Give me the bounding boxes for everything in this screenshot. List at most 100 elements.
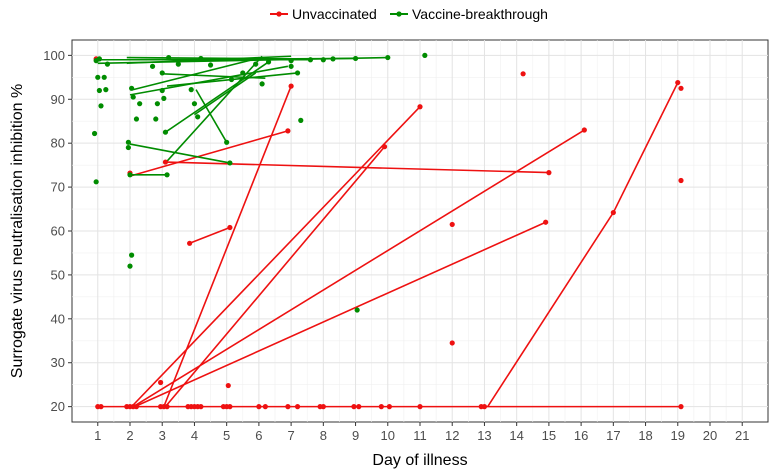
y-tick-label: 50 [51, 267, 65, 282]
legend-item-vaccine-breakthrough: Vaccine-breakthrough [390, 6, 548, 22]
vaccine-breakthrough-point [154, 101, 160, 107]
x-tick-label: 11 [413, 428, 427, 443]
vaccine-breakthrough-point [103, 87, 109, 93]
x-tick-label: 1 [94, 428, 101, 443]
unvaccinated-point [285, 404, 291, 410]
x-tick-label: 19 [671, 428, 685, 443]
y-tick-label: 90 [51, 92, 65, 107]
unvaccinated-point [351, 404, 357, 410]
vaccine-breakthrough-point [149, 63, 156, 69]
vaccine-breakthrough-point [104, 61, 111, 67]
y-tick-label: 30 [51, 355, 65, 370]
vaccine-breakthrough-point [307, 57, 314, 63]
unvaccinated-point [386, 404, 392, 410]
x-tick-label: 7 [287, 428, 294, 443]
vaccine-breakthrough-point [298, 117, 304, 123]
unvaccinated-point [164, 404, 170, 410]
vaccine-breakthrough-point [175, 61, 181, 67]
unvaccinated-point [581, 127, 587, 133]
x-tick-label: 2 [126, 428, 133, 443]
x-tick-label: 18 [638, 428, 652, 443]
unvaccinated-point [449, 221, 455, 228]
unvaccinated-line [131, 106, 421, 408]
unvaccinated-point [610, 209, 616, 216]
unvaccinated-point [225, 382, 231, 389]
unvaccinated-point [417, 104, 423, 110]
vaccine-breakthrough-point [96, 87, 102, 94]
unvaccinated-point [678, 85, 684, 91]
vaccine-breakthrough-point [153, 116, 159, 122]
unvaccinated-point [378, 404, 384, 410]
vaccine-breakthrough-point [188, 87, 194, 93]
vaccine-breakthrough-point [224, 139, 230, 145]
vaccine-breakthrough-point [129, 252, 135, 258]
vaccine-breakthrough-line [133, 58, 256, 91]
vaccine-breakthrough-point [101, 74, 107, 80]
x-tick-label: 20 [703, 428, 717, 443]
unvaccinated-point [417, 404, 423, 410]
vaccine-breakthrough-point [253, 61, 259, 67]
x-tick-label: 6 [255, 428, 262, 443]
y-tick-label: 60 [51, 224, 65, 239]
unvaccinated-point [381, 144, 388, 150]
vaccine-breakthrough-line [164, 61, 270, 133]
vaccine-breakthrough-point [191, 101, 198, 107]
vaccine-breakthrough-line [129, 143, 231, 164]
y-tick-label: 40 [51, 311, 65, 326]
vaccine-breakthrough-point [127, 172, 133, 178]
vaccine-breakthrough-point [162, 129, 169, 135]
vaccine-breakthrough-point [159, 70, 165, 76]
vaccine-breakthrough-point [127, 263, 133, 269]
vaccine-breakthrough-point [161, 95, 167, 101]
vaccine-breakthrough-point [129, 85, 135, 91]
vaccine-breakthrough-point [320, 57, 326, 63]
vaccine-breakthrough-line [164, 55, 263, 164]
vaccine-breakthrough-point [164, 172, 170, 178]
x-tick-label: 8 [320, 428, 327, 443]
x-tick-label: 15 [542, 428, 556, 443]
y-axis-title: Surrogate virus neutralisation inhibitio… [9, 84, 26, 378]
unvaccinated-point [678, 177, 684, 184]
unvaccinated-point [288, 83, 294, 89]
vaccine-breakthrough-point [130, 94, 136, 100]
x-tick-label: 5 [223, 428, 230, 443]
legend-key-point [276, 11, 282, 17]
unvaccinated-point [294, 404, 301, 410]
unvaccinated-line [189, 226, 231, 245]
vaccine-breakthrough-point [125, 139, 131, 145]
vaccine-breakthrough-point [91, 130, 98, 137]
unvaccinated-point [162, 159, 169, 165]
vaccine-breakthrough-point [288, 63, 294, 69]
vaccine-breakthrough-point [385, 54, 391, 61]
unvaccinated-point [678, 404, 684, 410]
unvaccinated-point [520, 71, 526, 77]
unvaccinated-point [543, 219, 549, 225]
vaccine-breakthrough-point [265, 59, 272, 65]
vaccine-breakthrough-point [240, 70, 246, 76]
unvaccinated-point [227, 224, 233, 231]
x-tick-label: 21 [735, 428, 749, 443]
vaccine-breakthrough-point [98, 103, 104, 109]
unvaccinated-point [320, 404, 326, 410]
unvaccinated-line [486, 212, 615, 408]
unvaccinated-point [356, 404, 362, 410]
unvaccinated-line [129, 130, 289, 177]
unvaccinated-line [164, 146, 386, 408]
vaccine-breakthrough-point [259, 81, 265, 87]
vaccine-breakthrough-point [207, 62, 214, 68]
unvaccinated-point [481, 404, 488, 410]
series-points [91, 52, 684, 410]
x-axis: 1 2 3 4 5 6 7 8 9 10 11 12 13 14 15 16 17 18 19 20 21 [94, 422, 749, 443]
unvaccinated-line [163, 85, 292, 407]
unvaccinated-point [187, 240, 193, 246]
vaccine-breakthrough-point [330, 56, 336, 62]
vaccine-breakthrough-point [166, 54, 172, 61]
unvaccinated-point [285, 128, 291, 134]
vaccine-breakthrough-point [125, 144, 131, 151]
vaccine-breakthrough-point [294, 70, 301, 76]
x-tick-label: 9 [352, 428, 359, 443]
legend-label-unvaccinated: Unvaccinated [292, 6, 377, 22]
vaccine-breakthrough-point [227, 160, 233, 166]
x-axis-title: Day of illness [372, 452, 467, 469]
